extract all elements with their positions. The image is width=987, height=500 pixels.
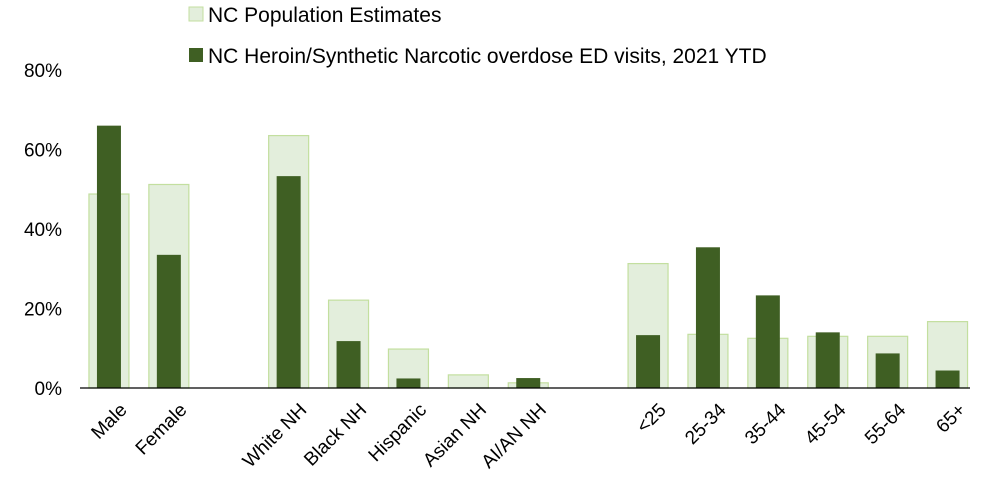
x-tick-label: Female xyxy=(132,400,192,460)
bar-overdose xyxy=(276,176,301,388)
x-tick-label: 45-54 xyxy=(801,399,851,449)
y-tick-label: 40% xyxy=(24,220,62,241)
y-tick-label: 20% xyxy=(24,300,62,321)
bar-overdose xyxy=(336,341,361,388)
bar-overdose xyxy=(156,254,181,388)
bar-overdose xyxy=(636,335,661,388)
legend-swatch-overdose xyxy=(189,48,203,62)
legend-label-population: NC Population Estimates xyxy=(208,4,441,27)
bar-overdose xyxy=(875,353,900,388)
x-tick-label: <25 xyxy=(633,400,671,438)
legend-label-overdose: NC Heroin/Synthetic Narcotic overdose ED… xyxy=(208,45,767,68)
y-tick-label: 0% xyxy=(35,379,63,400)
x-tick-label: 25-34 xyxy=(681,399,731,449)
y-axis: 0% 20% 40% 60% 80% xyxy=(24,61,62,400)
bar-overdose xyxy=(96,125,121,389)
y-tick-label: 80% xyxy=(24,61,62,82)
x-tick-label: 35-44 xyxy=(741,399,791,449)
x-tick-label: Male xyxy=(88,400,132,444)
bar-overdose xyxy=(815,332,840,388)
legend-swatch-population xyxy=(188,6,204,22)
bar-overdose xyxy=(755,295,780,388)
y-tick-label: 60% xyxy=(24,141,62,162)
legend: NC Population Estimates NC Heroin/Synthe… xyxy=(188,4,767,68)
x-tick-label: White NH xyxy=(239,400,311,472)
bar-overdose xyxy=(935,370,960,388)
x-tick-label: AI/AN NH xyxy=(478,400,551,473)
x-tick-label: 55-64 xyxy=(861,399,911,449)
bar-overdose xyxy=(396,378,421,388)
bars xyxy=(88,125,969,389)
x-tick-label: Black NH xyxy=(300,400,371,471)
bar-overdose xyxy=(695,247,720,388)
x-tick-label: 65+ xyxy=(932,400,970,438)
bar-population xyxy=(447,374,489,389)
bar-overdose xyxy=(516,378,541,388)
